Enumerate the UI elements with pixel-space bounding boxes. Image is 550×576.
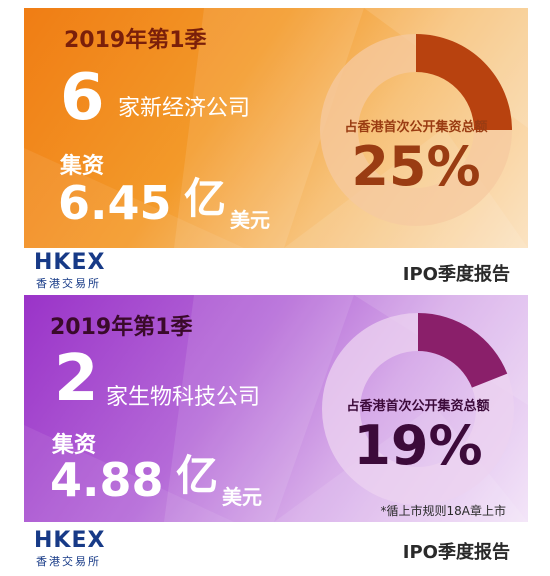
raise-unit-big: 亿 <box>176 451 219 500</box>
ipo-card-new-economy: 2019年第1季 6 家新经济公司 集资 6.45 亿 美元 占香港首次公开集资… <box>24 8 528 290</box>
raise-unit-small: 美元 <box>222 485 262 509</box>
hkex-logo-subtext: 香港交易所 <box>36 555 101 568</box>
share-percent: 19% <box>353 414 483 477</box>
share-percent: 25% <box>351 135 481 198</box>
report-title: IPO季度报告 <box>402 542 510 563</box>
ring-share-segment <box>418 313 508 388</box>
share-caption: 占香港首次公开集资总额 <box>346 399 490 414</box>
quarter-label: 2019年第1季 <box>50 315 193 340</box>
share-ring-chart <box>322 313 514 505</box>
card-footer: HKEX 香港交易所 IPO季度报告 <box>24 248 528 290</box>
hkex-logo-subtext: 香港交易所 <box>36 277 101 290</box>
share-caption: 占香港首次公开集资总额 <box>344 120 488 135</box>
raise-label: 集资 <box>60 154 105 179</box>
ipo-card-biotech: 2019年第1季 2 家生物科技公司 集资 4.88 亿 美元 占香港首次公开集… <box>24 295 528 572</box>
company-description: 家新经济公司 <box>118 96 251 121</box>
card-background: 2019年第1季 2 家生物科技公司 集资 4.88 亿 美元 占香港首次公开集… <box>24 295 528 522</box>
hkex-logo: HKEX <box>34 528 106 553</box>
raise-label: 集资 <box>52 433 97 458</box>
report-title: IPO季度报告 <box>402 264 510 285</box>
card-footer: HKEX 香港交易所 IPO季度报告 <box>24 522 528 572</box>
listing-footnote: *循上市规则18A章上市 <box>380 504 506 518</box>
raise-unit-big: 亿 <box>184 174 227 223</box>
hkex-logo: HKEX <box>34 250 106 275</box>
company-description: 家生物科技公司 <box>106 385 261 410</box>
raise-amount: 6.45 <box>58 176 172 230</box>
card-background: 2019年第1季 6 家新经济公司 集资 6.45 亿 美元 占香港首次公开集资… <box>24 8 528 248</box>
share-ring-chart <box>320 34 512 226</box>
company-count: 2 <box>54 342 99 416</box>
raise-unit-small: 美元 <box>230 208 270 232</box>
company-count: 6 <box>60 61 105 135</box>
quarter-label: 2019年第1季 <box>64 28 207 53</box>
ring-share-segment <box>416 34 512 130</box>
raise-amount: 4.88 <box>50 453 164 507</box>
